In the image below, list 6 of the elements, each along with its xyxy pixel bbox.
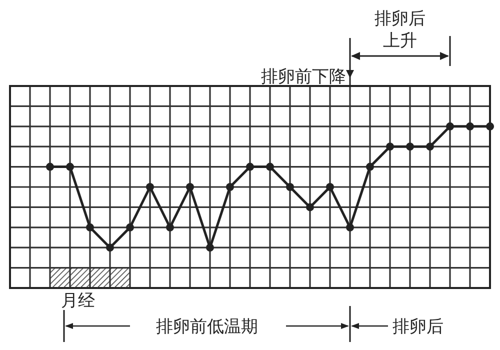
text: 月经 xyxy=(61,291,95,311)
text: 排卵后 xyxy=(374,9,426,29)
text: 上升 xyxy=(383,31,417,51)
text: 排卵前低温期 xyxy=(156,317,258,337)
text: 排卵后 xyxy=(392,317,444,337)
text: 排卵前下降 xyxy=(261,67,346,87)
